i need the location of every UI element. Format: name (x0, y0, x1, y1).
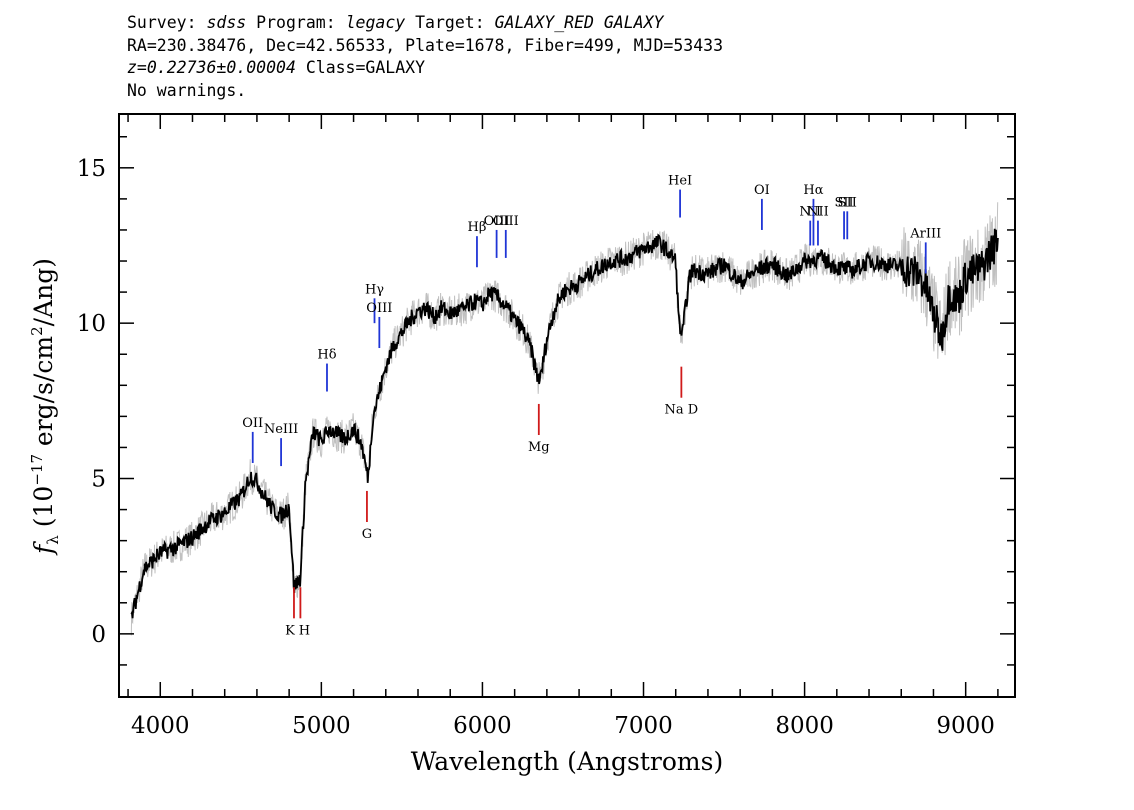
y-tick-label: 0 (91, 622, 106, 648)
emission-line-label: NeIII (264, 422, 298, 437)
target-value: GALAXY_RED GALAXY (494, 13, 664, 32)
emission-line-label: OIII (366, 301, 392, 316)
x-axis-title: Wavelength (Angstroms) (411, 747, 723, 776)
y-axis-title: fλ (10−17 erg/s/cm2/Ang) (28, 258, 62, 556)
x-tick-label: 5000 (292, 713, 351, 739)
class-value: Class=GALAXY (295, 58, 426, 77)
header-line-coordinates: RA=230.38476, Dec=42.56533, Plate=1678, … (127, 35, 724, 55)
y-tick-label: 5 (91, 467, 106, 493)
emission-line-label: Hδ (317, 348, 336, 363)
survey-label: Survey: (127, 13, 207, 32)
absorption-line-label: H (299, 623, 310, 638)
plot-frame (118, 113, 1016, 698)
plot-area: OII NeIIIHδHγOIIIHβOIIIOIIIHeIOINIIHαNIIS… (130, 174, 999, 638)
emission-line-label: OII (242, 416, 263, 431)
redshift-value: z=0.22736±0.00004 (127, 58, 296, 77)
x-tick-label: 9000 (936, 713, 995, 739)
x-tick-label: 6000 (453, 713, 512, 739)
program-label: Program: (246, 13, 346, 32)
emission-line-label: OIII (484, 214, 510, 229)
absorption-line-label: Mg (528, 440, 550, 455)
absorption-line-label: G (362, 527, 372, 542)
emission-line-label: SII (834, 195, 853, 210)
header-line-redshift: z=0.22736±0.00004 Class=GALAXY (127, 57, 723, 80)
target-label: Target: (405, 13, 495, 32)
emission-line-label: NII (799, 205, 821, 220)
x-tick-label: 4000 (131, 713, 190, 739)
axes: 4000 5000 6000 7000 8000 9000 0 5 10 15 (77, 115, 1014, 739)
x-tick-label: 7000 (614, 713, 673, 739)
emission-line-label: OIII (493, 214, 519, 229)
survey-value: sdss (206, 13, 247, 32)
x-tick-label: 8000 (775, 713, 834, 739)
emission-line-label: Hβ (468, 220, 487, 235)
absorption-line-label: K (285, 623, 295, 638)
program-value: legacy (345, 13, 406, 32)
emission-line-label: HeI (668, 174, 692, 189)
y-tick-label: 15 (77, 156, 106, 182)
emission-line-label: Hγ (365, 282, 384, 297)
spectrum-header: Survey: sdss Program: legacy Target: GAL… (127, 12, 723, 102)
absorption-line-label: Na D (665, 403, 699, 418)
emission-line-label: SII (838, 195, 857, 210)
header-line-survey: Survey: sdss Program: legacy Target: GAL… (127, 12, 723, 35)
emission-line-label: OI (754, 183, 770, 198)
emission-line-label: NII (807, 205, 829, 220)
y-tick-label: 10 (77, 311, 106, 337)
emission-line-label: Hα (803, 183, 823, 198)
emission-line-label: ArIII (909, 226, 941, 241)
flux-smoothed-line (130, 228, 999, 619)
header-line-warnings: No warnings. (127, 80, 247, 100)
